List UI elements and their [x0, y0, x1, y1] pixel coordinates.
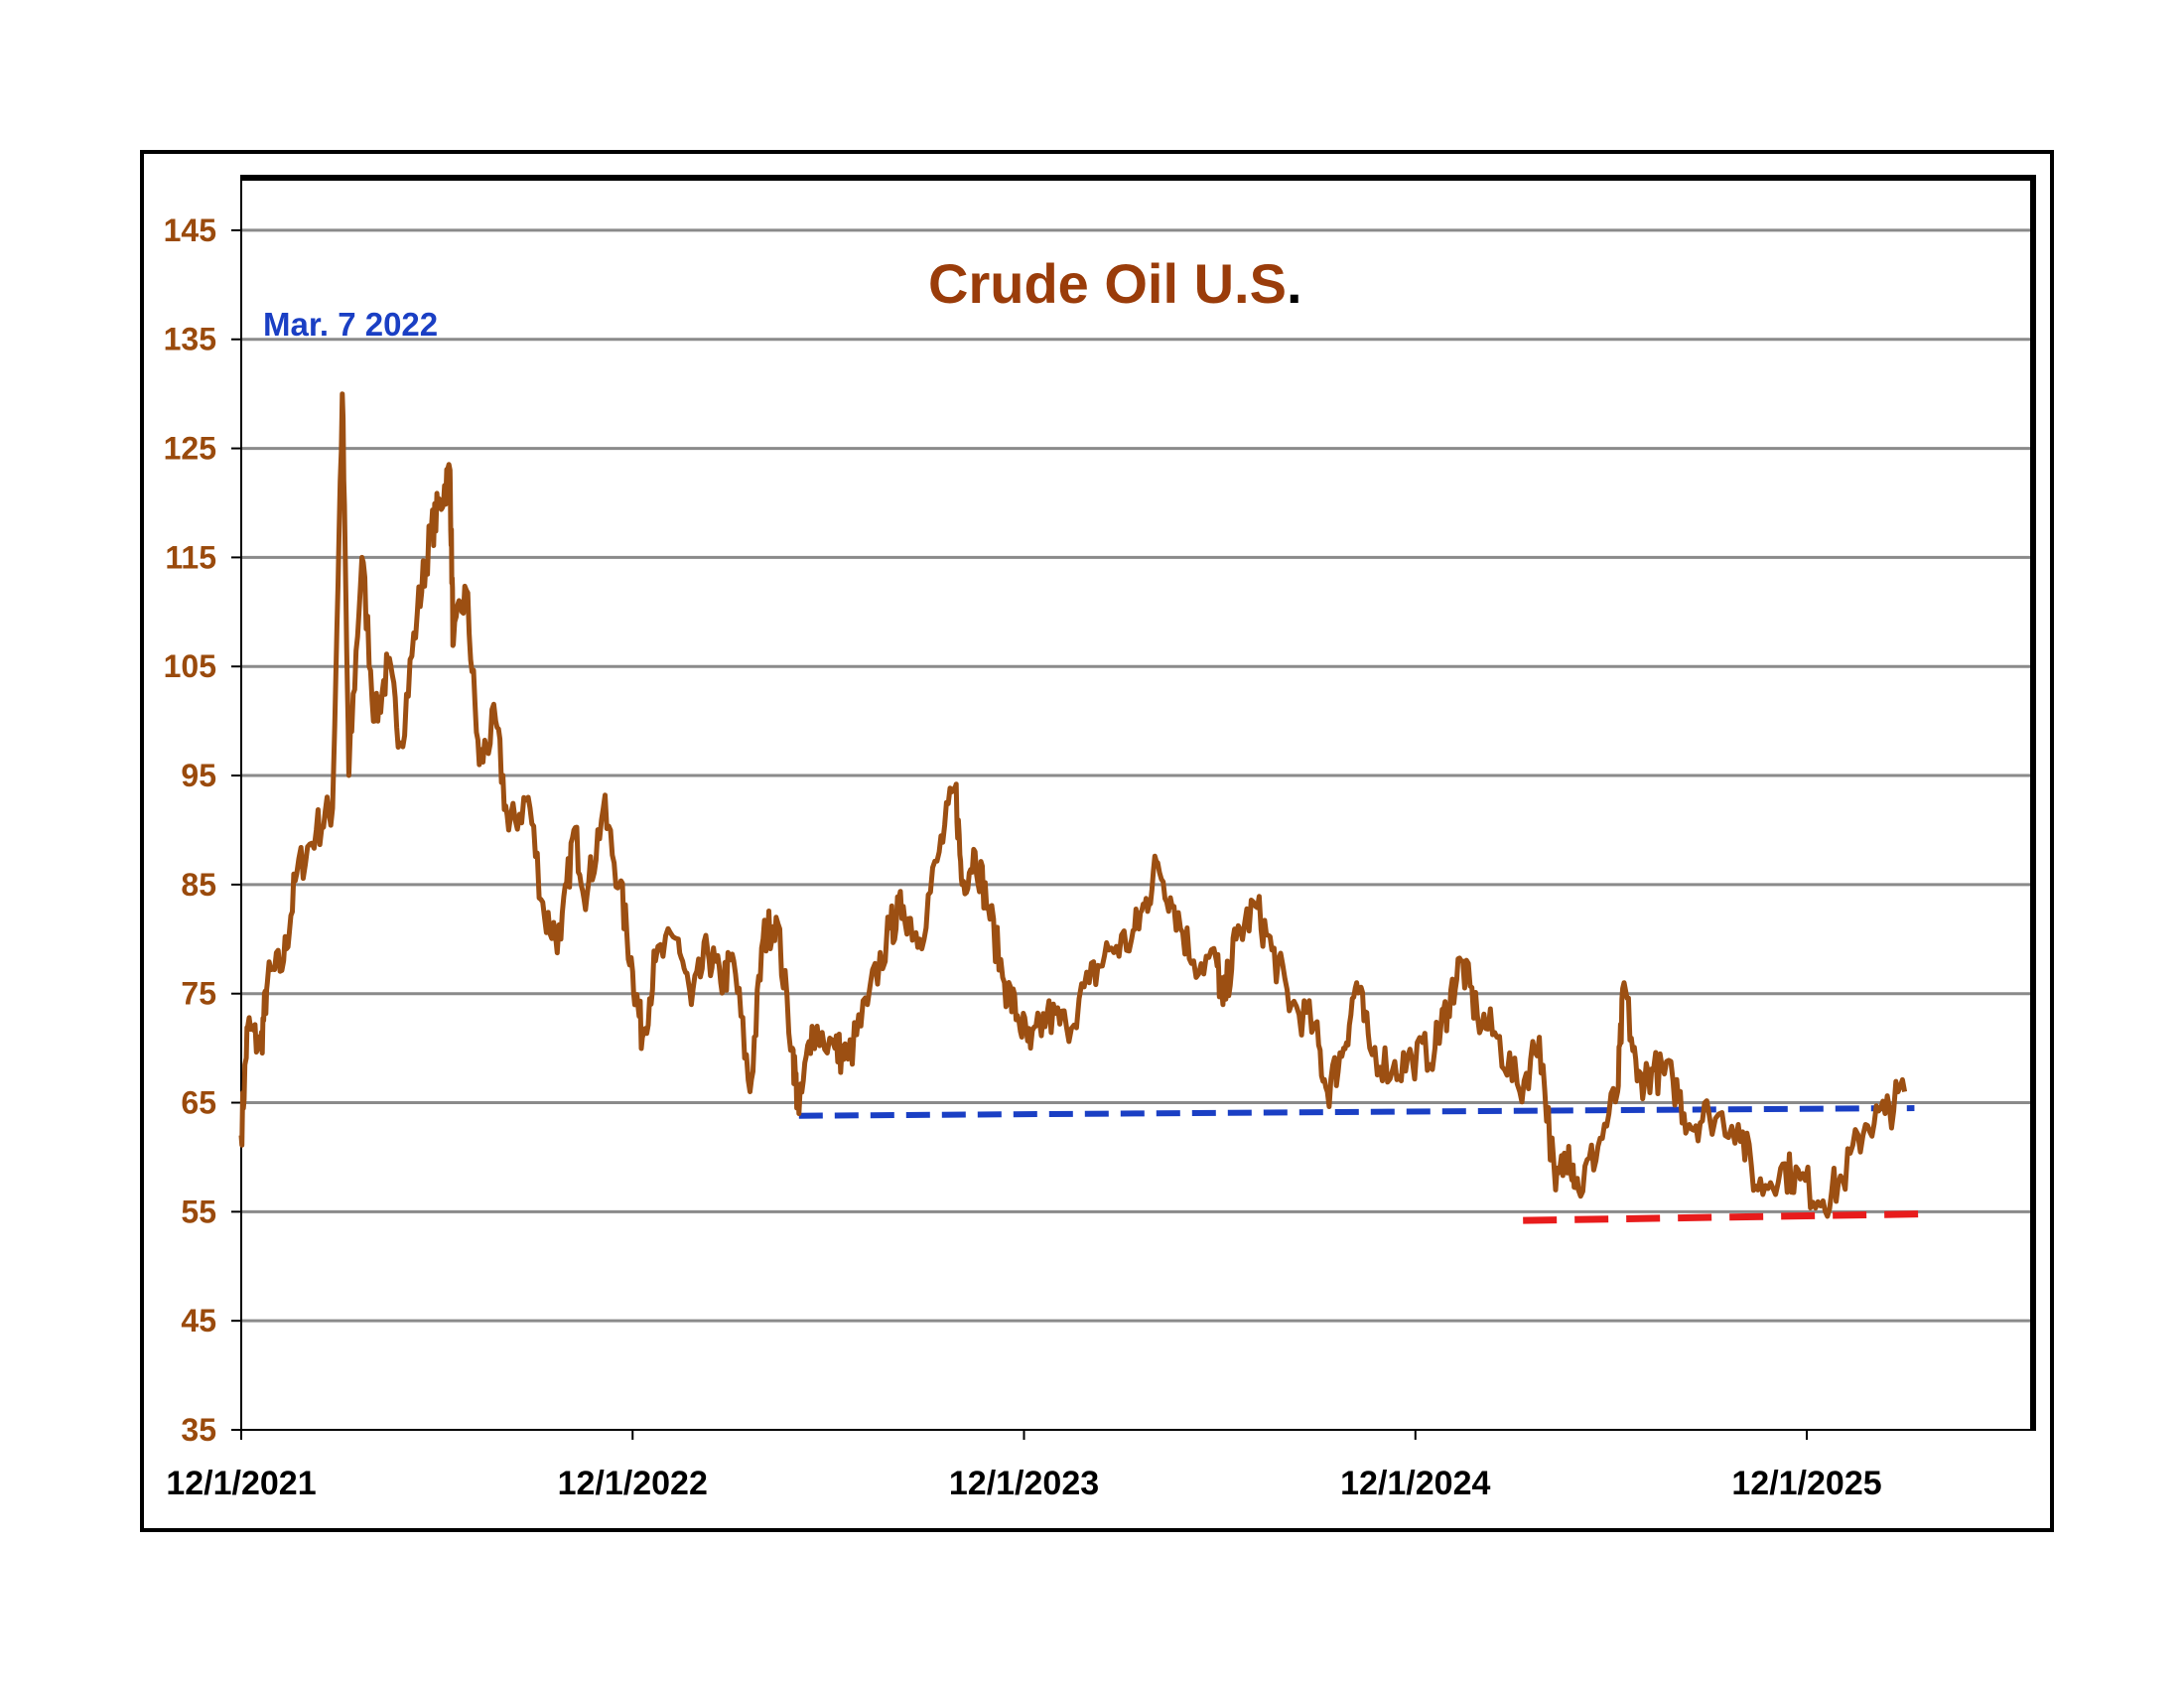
y-axis: 35 45 55 65 75 85 95 105 115 125 135 145: [164, 212, 241, 1448]
y-tick-label: 65: [181, 1085, 216, 1121]
x-tick-label: 12/1/2024: [1340, 1465, 1490, 1502]
chart-title: Crude Oil U.S.: [928, 252, 1302, 315]
title-text: Crude Oil U.S: [928, 252, 1287, 315]
outer-frame: [140, 150, 2054, 1532]
y-tick-label: 145: [164, 212, 216, 248]
y-tick-label: 135: [164, 322, 216, 357]
x-tick-label: 12/1/2022: [558, 1465, 708, 1502]
gridlines: [241, 228, 2035, 1323]
x-axis: 12/1/2021 12/1/2022 12/1/2023 12/1/2024 12/1…: [166, 1430, 1882, 1502]
series-line-crude-oil: [238, 391, 1908, 1219]
x-tick-label: 12/1/2025: [1731, 1465, 1881, 1502]
y-tick-label: 125: [164, 431, 216, 467]
peak-annotation: Mar. 7 2022: [263, 306, 438, 343]
y-tick-label: 105: [164, 648, 216, 684]
y-tick-label: 85: [181, 867, 216, 903]
y-tick-label: 95: [181, 758, 216, 793]
title-period: .: [1287, 252, 1302, 315]
y-tick-label: 115: [165, 539, 216, 575]
y-tick-label: 75: [181, 976, 216, 1012]
y-tick-label: 55: [181, 1194, 216, 1229]
y-tick-label: 35: [181, 1412, 216, 1448]
x-tick-label: 12/1/2021: [166, 1465, 316, 1502]
trendline-resistance: [798, 1105, 1915, 1119]
y-tick-label: 45: [181, 1303, 216, 1338]
trendline-support: [1523, 1210, 1925, 1224]
trendlines: [798, 1105, 1925, 1224]
plot-area-top-right-border: [241, 175, 2036, 1430]
x-tick-label: 12/1/2023: [949, 1465, 1099, 1502]
